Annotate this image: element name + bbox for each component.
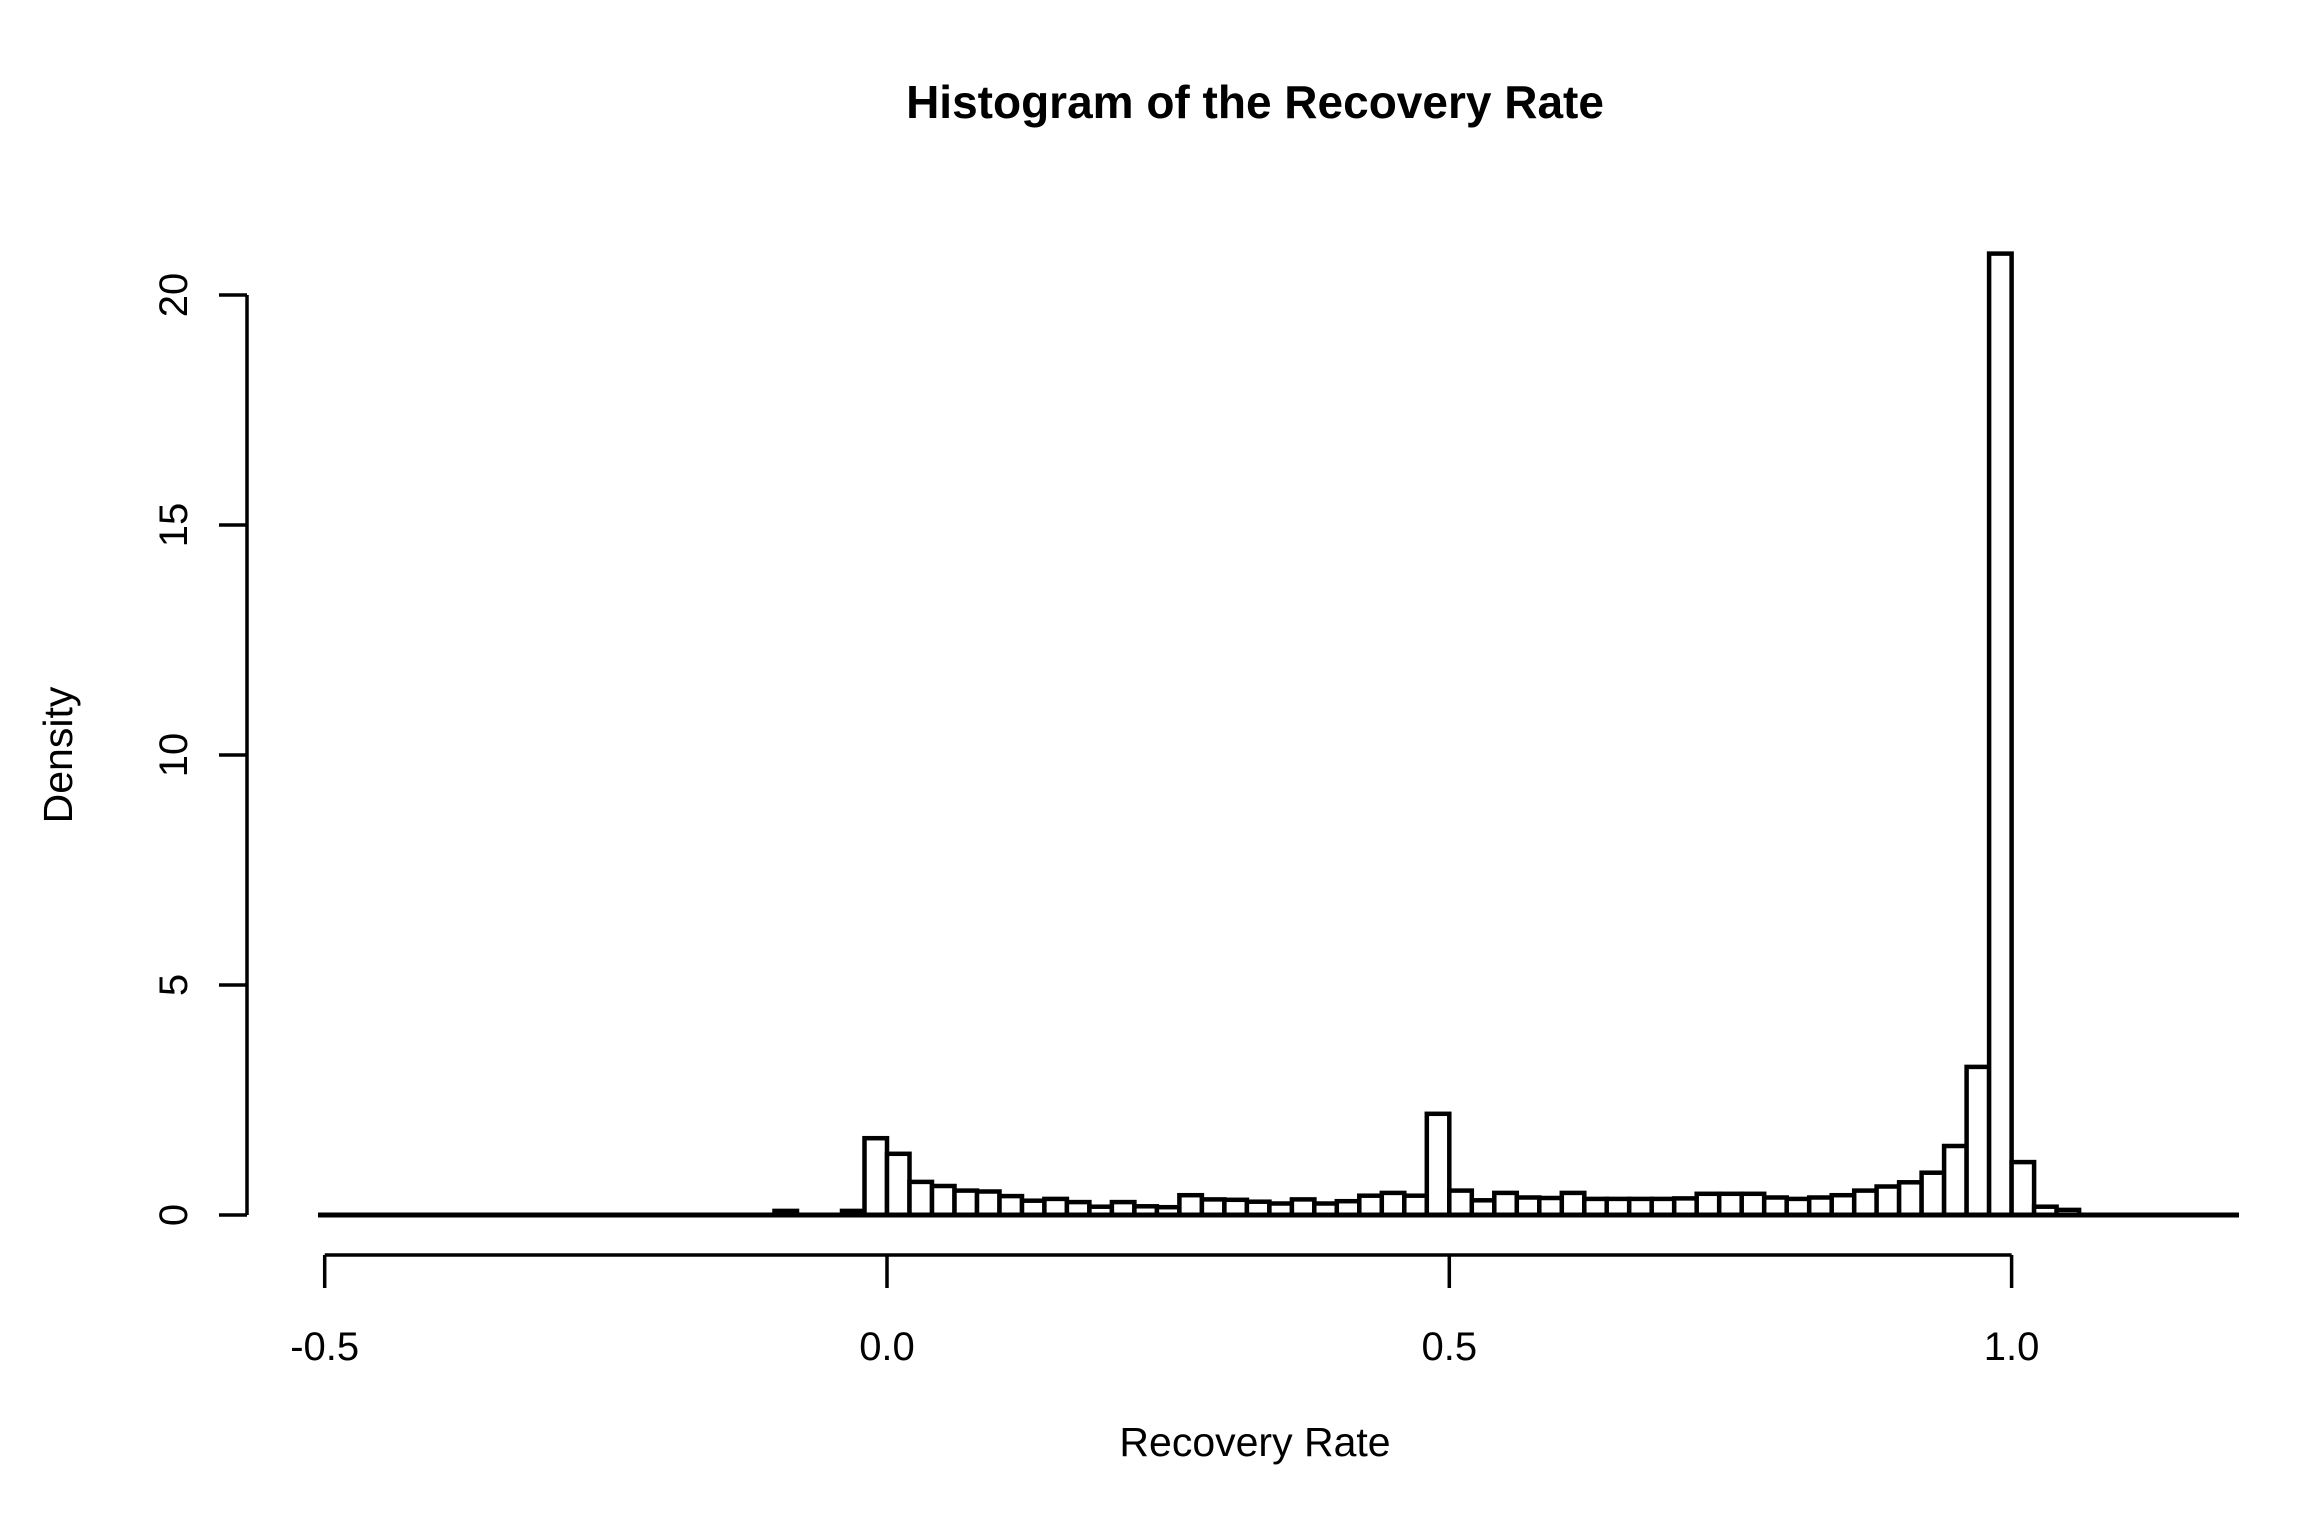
histogram-bar xyxy=(1402,1193,1430,1218)
chart-title: Histogram of the Recovery Rate xyxy=(906,76,1604,128)
x-tick-label: -0.5 xyxy=(290,1325,359,1369)
histogram-bar xyxy=(1851,1188,1879,1218)
histogram-bar xyxy=(1447,1188,1475,1218)
histogram-bar xyxy=(1829,1192,1857,1218)
histogram-bar xyxy=(1514,1195,1542,1218)
histogram-bar xyxy=(1986,251,2014,1218)
y-tick-label: 20 xyxy=(152,273,196,318)
histogram-bar xyxy=(1537,1195,1565,1218)
y-tick-label: 5 xyxy=(152,974,196,996)
histogram-bar xyxy=(1761,1195,1789,1218)
histogram-bar xyxy=(974,1189,1002,1218)
histogram-bar xyxy=(997,1193,1025,1218)
x-axis: -0.5 0.0 0.5 1.0 xyxy=(290,1253,2040,1369)
histogram-bar xyxy=(1559,1190,1587,1218)
histogram-bar xyxy=(1739,1191,1767,1218)
histogram-bar xyxy=(1941,1143,1969,1218)
histogram-bar xyxy=(1357,1193,1385,1218)
histogram-bar xyxy=(1177,1192,1205,1218)
histogram-bar xyxy=(952,1188,980,1218)
y-tick-label: 0 xyxy=(152,1204,196,1226)
histogram-bar xyxy=(1896,1180,1924,1218)
histogram-bar xyxy=(929,1183,957,1218)
y-tick-label: 15 xyxy=(152,503,196,548)
y-tick-label: 10 xyxy=(152,733,196,778)
y-axis: 0 5 10 15 20 xyxy=(152,273,249,1226)
histogram-bar xyxy=(1424,1111,1452,1218)
histogram-bar xyxy=(1919,1170,1947,1218)
histogram-bar xyxy=(2009,1159,2037,1218)
histogram-bar xyxy=(1379,1190,1407,1218)
histogram-bar xyxy=(1806,1195,1834,1218)
x-axis-label: Recovery Rate xyxy=(1119,1419,1390,1465)
histogram-bar xyxy=(884,1151,912,1218)
histogram-bar xyxy=(1964,1064,1992,1218)
histogram-bar xyxy=(1694,1191,1722,1218)
histogram-bar xyxy=(862,1135,890,1218)
y-axis-label: Density xyxy=(35,686,81,823)
histogram-bar xyxy=(1716,1191,1744,1218)
x-tick-label: 0.0 xyxy=(859,1325,915,1369)
histogram-bar xyxy=(1492,1190,1520,1218)
histogram-bar xyxy=(1874,1184,1902,1218)
histogram-bar xyxy=(907,1179,935,1218)
x-tick-label: 0.5 xyxy=(1421,1325,1477,1369)
x-tick-label: 1.0 xyxy=(1984,1325,2040,1369)
